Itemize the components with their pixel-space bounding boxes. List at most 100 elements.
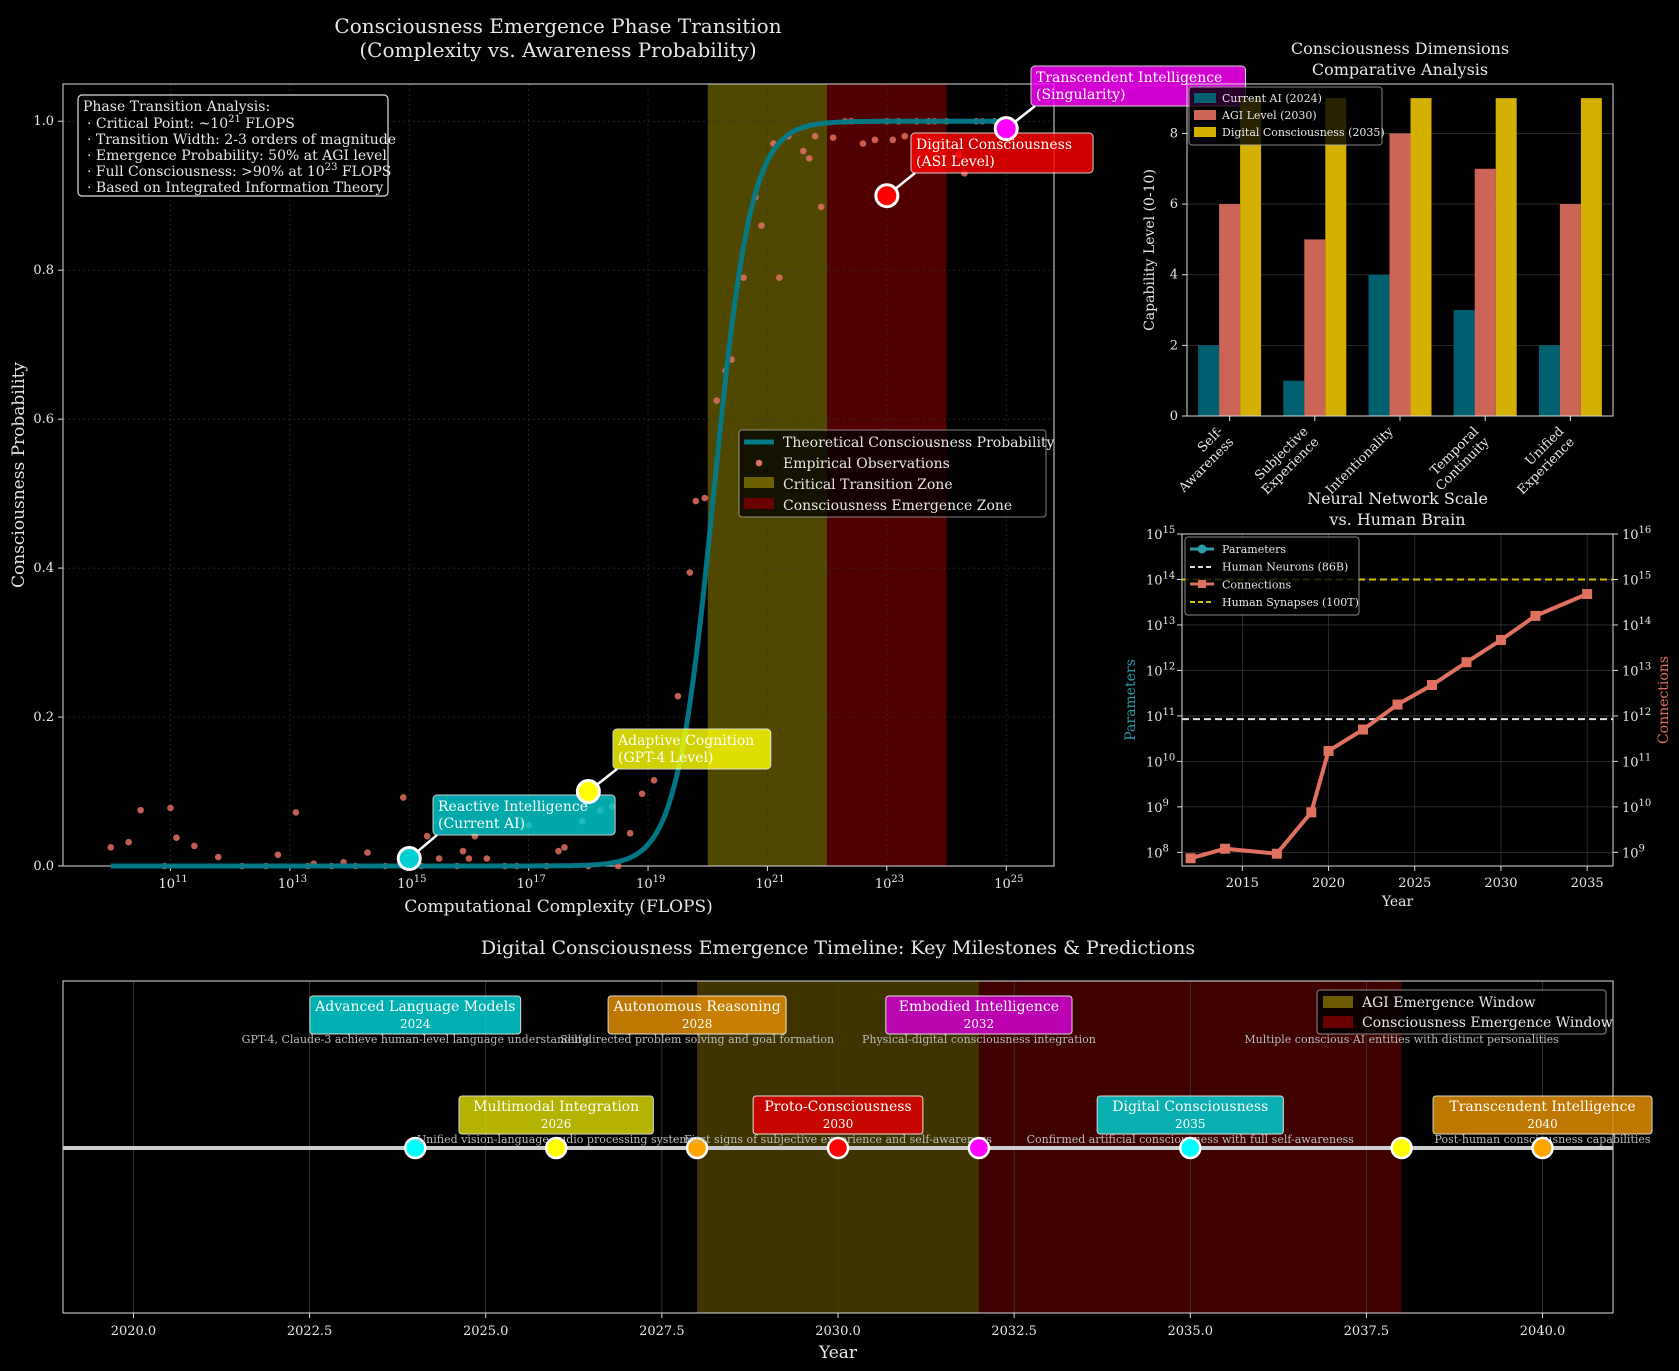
observation-point [799,147,807,155]
observation-point [167,804,174,812]
y-tick-label: 8 [1170,126,1178,141]
legend-label: AGI Emergence Window [1361,995,1536,1011]
x-axis-label: Computational Complexity (FLOPS) [404,897,713,917]
legend-swatch [1197,544,1207,554]
x-axis-label: Year [1381,894,1414,910]
observation-point [817,203,825,211]
chart-subtitle: Comparative Analysis [1312,60,1488,79]
y-tick-label: 0.4 [33,561,54,576]
legend-swatch [1323,996,1353,1008]
x-tick-label: 2027.5 [639,1324,685,1339]
neural-network-scale-chart: Neural Network Scale vs. Human Brain 2015 2… [1123,489,1672,910]
x-tick-label: 2030 [1484,876,1517,891]
legend-label: Theoretical Consciousness Probability [783,435,1055,451]
milestone-label-box [432,794,616,836]
event-title: Proto-Consciousness [764,1099,911,1115]
connections-marker [1582,589,1593,600]
connections-marker [1426,679,1437,690]
y-tick-label: 1012 [1146,661,1175,679]
legend-swatch-transition [744,477,774,488]
y-axis-label: Capability Level (0-10) [1142,169,1158,331]
phase-transition-chart: 1011 1013 1015 1017 1019 1021 1023 1025 0.0 0.2 0.… [9,14,1246,917]
info-box-line: · Based on Integrated Information Theory [87,180,383,196]
y-tick-label: 1011 [1146,707,1175,725]
observation-point [829,134,837,141]
bar-0 [1283,380,1305,416]
legend-label: AGI Level (2030) [1221,109,1317,122]
info-box-line: · Transition Width: 2-3 orders of magnit… [87,132,396,148]
bar-2 [1410,98,1432,417]
observation-point [274,851,282,859]
bar-2 [1240,98,1262,417]
event-title: Digital Consciousness [1112,1099,1268,1115]
observation-point [889,136,897,144]
event-label-box [309,995,522,1035]
milestone-label: (ASI Level) [916,154,995,170]
y2-tick-label: 109 [1622,843,1645,861]
observation-point [465,855,473,862]
legend-label: Human Synapses (100T) [1222,596,1359,609]
event-description: Multiple conscious AI entities with dist… [1244,1033,1559,1046]
event-marker [826,1136,850,1160]
y2-tick-label: 1015 [1622,570,1651,588]
event-label-box [752,1095,924,1135]
y2-tick-label: 1012 [1622,707,1651,725]
theoretical-curve [110,118,1007,869]
chart-title: Digital Consciousness Emergence Timeline… [481,937,1195,959]
bar-0 [1538,345,1560,416]
timeline-chart: Digital Consciousness Emergence Timeline… [62,937,1653,1363]
x-tick-label: 1019 [636,874,665,892]
observation-point [674,692,682,700]
y-tick-label: 0 [1170,409,1178,424]
x-tick-label: 1015 [397,874,426,892]
event-marker [1179,1136,1202,1160]
y2-tick-label: 1013 [1622,661,1651,679]
y2-tick-label: 1016 [1622,525,1651,543]
event-label-box [458,1095,654,1135]
milestone-label-box [612,728,772,770]
event-marker [1531,1136,1554,1160]
legend-box [738,429,1047,518]
connections-marker [1220,843,1231,854]
info-box-line: · Full Consciousness: >90% at 1023 FLOPS [87,162,391,180]
y-tick-label: 6 [1170,197,1178,212]
observation-point [692,497,700,505]
x-tick-label: 2025.0 [463,1324,509,1339]
legend-swatch [1194,127,1216,137]
event-title: Advanced Language Models [314,999,515,1015]
event-title: Embodied Intelligence [899,999,1059,1015]
legend-swatch [1194,110,1216,120]
event-marker [967,1136,991,1160]
observation-point [758,222,765,229]
event-title: Multimodal Integration [473,1099,639,1115]
milestone-label: Reactive Intelligence [438,799,588,815]
connections-marker [1271,848,1282,859]
event-year: 2030 [823,1117,854,1131]
x-axis-label: Year [818,1343,858,1363]
x-tick-label: 2035 [1571,876,1604,891]
x-tick-label: 1013 [278,874,307,892]
bar-0 [1453,310,1475,416]
y-tick-label: 1014 [1146,570,1175,588]
observation-point [805,155,813,162]
event-marker [544,1136,568,1160]
event-label-box [607,995,787,1035]
connections-marker [1461,657,1472,668]
chart-subtitle: (Complexity vs. Awareness Probability) [359,38,756,62]
connections-marker [1323,745,1334,756]
event-year: 2035 [1175,1117,1206,1131]
y-tick-label: 0.8 [33,263,54,278]
chart-title: Consciousness Emergence Phase Transition [334,14,781,38]
bar-1 [1219,204,1241,416]
observation-point [173,834,180,841]
legend-box [1188,86,1383,146]
legend-label: Parameters [1222,543,1286,556]
legend-label: Connections [1222,578,1292,591]
x-tick-label: 1023 [875,874,904,892]
observation-point [125,838,132,846]
y2-tick-label: 1011 [1622,752,1651,770]
x-tick-label: 2022.5 [287,1324,333,1339]
y-tick-label: 1010 [1146,752,1175,770]
bar-2 [1325,98,1347,417]
